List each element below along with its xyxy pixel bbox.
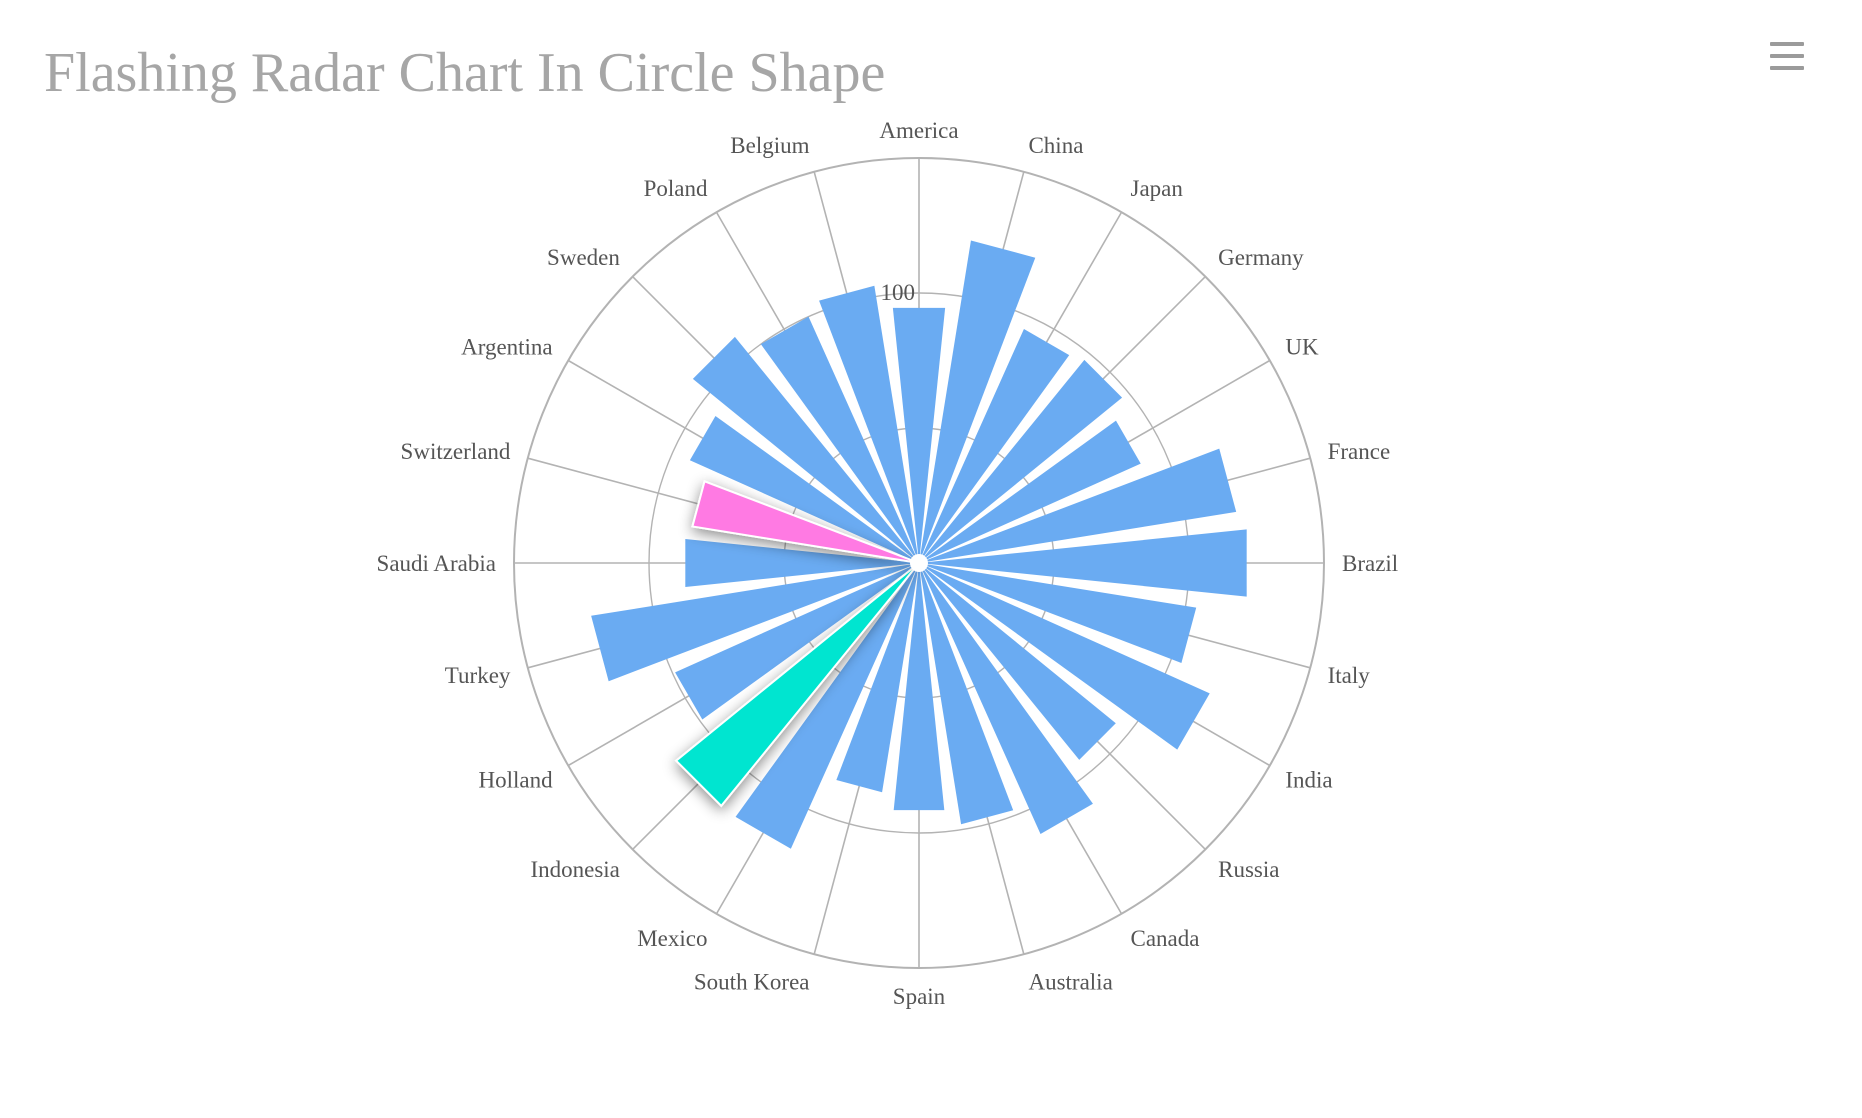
category-label-russia: Russia (1218, 857, 1279, 882)
outer-ring (513, 157, 1325, 969)
category-label-japan: Japan (1131, 176, 1184, 201)
category-label-indonesia: Indonesia (530, 857, 619, 882)
bar-america[interactable] (892, 307, 946, 563)
category-label-brazil: Brazil (1342, 551, 1398, 576)
category-label-saudi-arabia: Saudi Arabia (377, 551, 496, 576)
category-label-italy: Italy (1328, 663, 1371, 688)
bar-australia[interactable] (919, 563, 1014, 825)
bar-uk[interactable] (919, 420, 1141, 563)
tick-layer: 100 (881, 280, 916, 305)
menu-bar-top (1770, 42, 1804, 46)
bar-india[interactable] (919, 563, 1210, 750)
bar-belgium[interactable] (819, 285, 919, 563)
category-label-layer: America China Japan Germany UK France Brazil It… (377, 118, 1399, 1009)
category-label-mexico: Mexico (637, 926, 707, 951)
category-label-spain: Spain (893, 984, 946, 1009)
bar-japan[interactable] (919, 328, 1070, 563)
bar-germany[interactable] (919, 359, 1123, 563)
category-label-south-korea: South Korea (694, 969, 810, 994)
radial-tick-label-100: 100 (881, 280, 916, 305)
category-label-australia: Australia (1028, 969, 1112, 994)
category-label-germany: Germany (1218, 245, 1304, 270)
category-label-canada: Canada (1131, 926, 1200, 951)
bar-south-korea[interactable] (836, 563, 919, 793)
bar-turkey[interactable] (591, 563, 919, 682)
category-label-belgium: Belgium (730, 133, 809, 158)
category-label-poland: Poland (644, 176, 708, 201)
category-label-uk: UK (1285, 335, 1319, 360)
category-label-china: China (1028, 133, 1083, 158)
bar-russia[interactable] (919, 563, 1116, 760)
center-hub (910, 554, 928, 572)
bar-spain[interactable] (893, 563, 945, 811)
category-label-holland: Holland (479, 768, 554, 793)
bar-layer (591, 240, 1247, 849)
menu-bar-middle (1770, 54, 1804, 58)
bar-canada[interactable] (919, 563, 1093, 835)
bar-switzerland[interactable] (691, 479, 920, 564)
bar-poland[interactable] (760, 316, 919, 563)
category-label-sweden: Sweden (547, 245, 620, 270)
bar-holland[interactable] (675, 563, 919, 720)
category-label-india: India (1285, 768, 1332, 793)
bar-france[interactable] (919, 448, 1237, 563)
category-label-france: France (1328, 439, 1391, 464)
menu-bar-bottom (1770, 66, 1804, 70)
category-label-switzerland: Switzerland (401, 439, 511, 464)
bar-italy[interactable] (919, 563, 1197, 663)
category-label-argentina: Argentina (461, 335, 553, 360)
bar-argentina[interactable] (689, 415, 919, 563)
bar-china[interactable] (919, 240, 1036, 563)
bar-sweden[interactable] (692, 336, 919, 563)
chart-title: Flashing Radar Chart In Circle Shape (44, 42, 886, 104)
hamburger-menu-icon[interactable] (1764, 36, 1810, 76)
bar-brazil[interactable] (919, 529, 1247, 597)
category-label-america: America (879, 118, 958, 143)
bar-mexico[interactable] (735, 563, 919, 849)
bar-indonesia[interactable] (674, 562, 920, 808)
bar-saudi-arabia[interactable] (685, 539, 919, 587)
category-label-turkey: Turkey (445, 663, 511, 688)
